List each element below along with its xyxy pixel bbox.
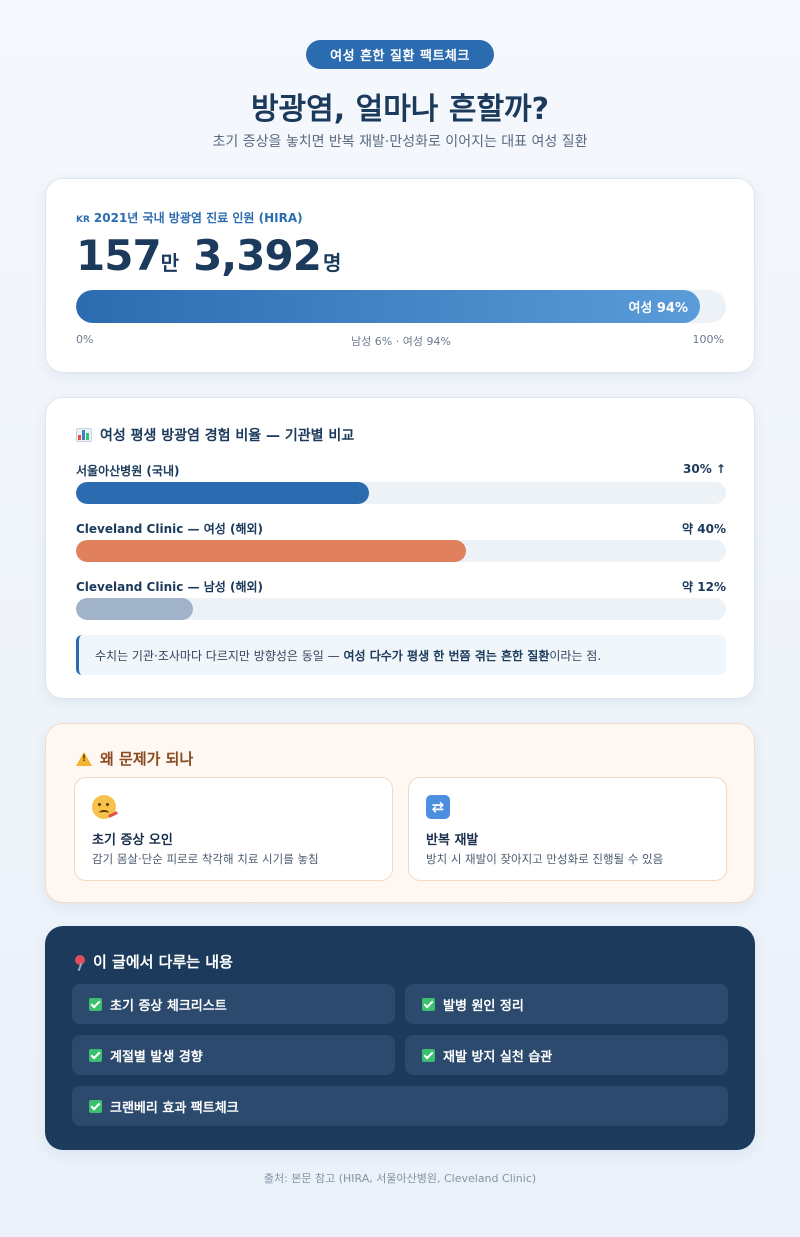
topic-badge: 여성 흔한 질환 팩트체크 (306, 40, 494, 69)
row-label: Cleveland Clinic — 남성 (해외) (76, 580, 264, 594)
topic-item[interactable]: 크랜베리 효과 팩트체크 (72, 1086, 728, 1126)
female-ratio-fill: 여성 94% (76, 290, 700, 323)
kr-flag-icon: KR (76, 215, 90, 225)
why-item-desc: 방치 시 재발이 잦아지고 만성화로 진행될 수 있음 (426, 852, 664, 866)
source-footer: 출처: 본문 참고 (HIRA, 서울아산병원, Cleveland Clini… (263, 1172, 537, 1185)
scale-ratio-text: 남성 6% · 여성 94% (351, 335, 451, 348)
why-item-desc: 감기 몸살·단순 피로로 착각해 치료 시기를 놓침 (92, 852, 319, 866)
why-problem-card: 왜 문제가 되나 초기 증상 오인 감기 몸살·단순 피로로 착각해 치료 시기… (45, 723, 755, 903)
row-track (76, 598, 726, 620)
pin-icon (75, 954, 85, 965)
row-track (76, 482, 726, 504)
row-fill (76, 540, 466, 562)
check-icon (422, 997, 435, 1011)
check-icon (422, 1048, 435, 1062)
scale-max: 100% (692, 333, 724, 346)
topic-item[interactable]: 발병 원인 정리 (405, 984, 728, 1024)
why-item-heading: 반복 재발 (426, 833, 479, 848)
topic-item[interactable]: 계절별 발생 경향 (72, 1035, 395, 1075)
check-icon (89, 1099, 102, 1113)
why-item-recurrence: ⇄ 반복 재발 방치 시 재발이 잦아지고 만성화로 진행될 수 있음 (408, 777, 727, 881)
topics-card: 이 글에서 다루는 내용 초기 증상 체크리스트 발병 원인 정리 계절별 발생… (45, 926, 755, 1150)
repeat-icon: ⇄ (426, 795, 450, 819)
why-item-misdiagnosis: 초기 증상 오인 감기 몸살·단순 피로로 착각해 치료 시기를 놓침 (74, 777, 393, 881)
topic-item[interactable]: 재발 방지 실천 습관 (405, 1035, 728, 1075)
stat-label: KR 2021년 국내 방광염 진료 인원 (HIRA) (76, 211, 303, 225)
topics-title: 이 글에서 다루는 내용 (75, 951, 233, 972)
gender-ratio-bar: 여성 94% (76, 290, 726, 323)
page-title: 방광염, 얼마나 흔할까? (250, 92, 550, 127)
warning-icon (76, 751, 92, 766)
row-fill (76, 598, 193, 620)
topic-item[interactable]: 초기 증상 체크리스트 (72, 984, 395, 1024)
row-fill (76, 482, 369, 504)
row-label: Cleveland Clinic — 여성 (해외) (76, 522, 264, 536)
check-icon (89, 1048, 102, 1062)
female-ratio-label: 여성 94% (628, 301, 688, 316)
comparison-title: 여성 평생 방광염 경험 비율 — 기관별 비교 (76, 425, 354, 445)
check-icon (89, 997, 102, 1011)
scale-min: 0% (76, 333, 94, 346)
page-subtitle: 초기 증상을 놓치면 반복 재발·만성화로 이어지는 대표 여성 질환 (212, 134, 588, 150)
bar-chart-icon (76, 428, 92, 442)
row-value: 약 12% (682, 580, 726, 594)
patient-count-card: KR 2021년 국내 방광염 진료 인원 (HIRA) 157만 3,392 명 여… (45, 178, 755, 373)
row-value: 약 40% (682, 522, 726, 536)
row-track (76, 540, 726, 562)
why-item-heading: 초기 증상 오인 (92, 833, 173, 848)
comparison-note: 수치는 기관·조사마다 다르지만 방향성은 동일 — 여성 다수가 평생 한 번… (76, 635, 726, 675)
lifetime-comparison-card: 여성 평생 방광염 경험 비율 — 기관별 비교 서울아산병원 (국내) 30%… (45, 397, 755, 699)
patient-count-value: 157만 3,392 명 (76, 231, 342, 280)
why-title: 왜 문제가 되나 (76, 748, 193, 769)
sick-face-icon (92, 795, 119, 819)
row-value: 30% ↑ (683, 462, 726, 476)
row-label: 서울아산병원 (국내) (76, 464, 180, 478)
